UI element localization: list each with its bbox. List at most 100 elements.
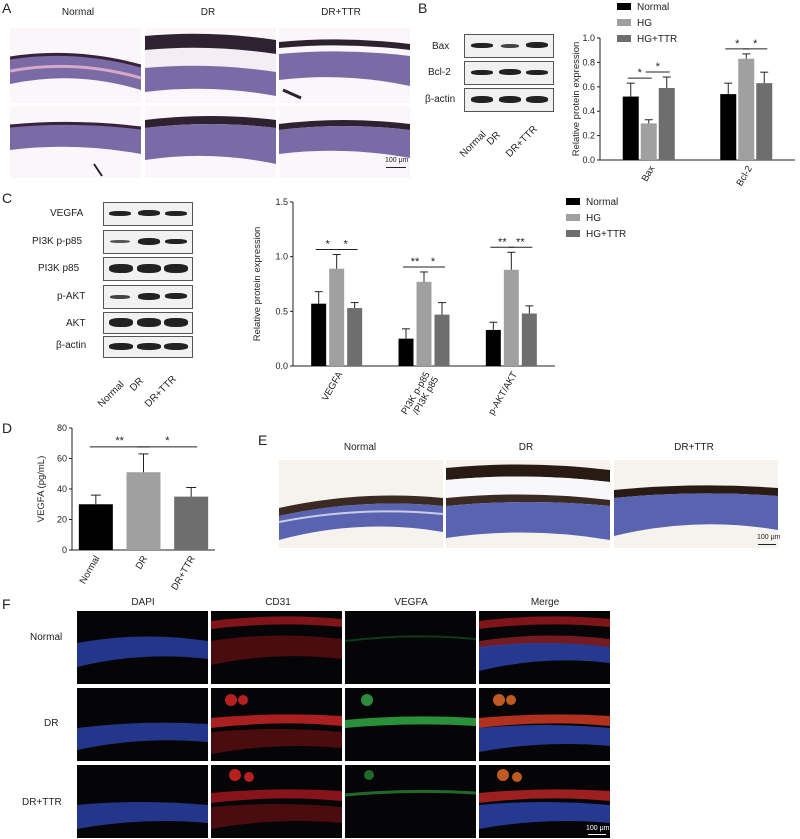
f-col-label-dapi: DAPI [131,597,155,608]
b-bar-0-1 [640,123,657,160]
c-y-tick-label-1: 0.5 [275,306,288,316]
b-blot-actin [464,88,554,112]
b-y-tick-label-4: 0.8 [582,57,595,67]
a-scale-bar-label: 100 μm [385,157,409,164]
f-row-label-dr: DR [44,718,59,729]
e-col-label-dr: DR [518,442,534,453]
c-legend-swatch-0 [566,198,580,205]
if-normal-merge [479,611,610,684]
b-sig-label-1: * [656,61,661,73]
c-blot-label-pp85: PI3K p-p85 [32,236,83,247]
panel-letter-c: C [2,190,13,206]
d-bar-0 [78,504,113,550]
b-y-tick-label-1: 0.2 [582,131,595,141]
if-dr-cd31 [211,688,342,761]
c-y-tick-label-0: 0.0 [275,361,288,371]
b-legend-label-1: HG [637,18,652,29]
d-y-tick-label-3: 60 [57,454,67,464]
c-blot-label-vegfa: VEGFA [50,208,84,219]
if-dr-merge [479,688,610,761]
chart-c: 0.0 0.5 1.0 1.5 Relative protein expression *… [252,197,555,417]
f-scale-bar-label: 100 μm [586,825,610,832]
f-row-label-normal: Normal [30,632,63,643]
if-drttr-dapi [77,765,208,838]
c-blot-vegfa [103,202,193,226]
d-x-label-1: DR [134,554,150,572]
f-row-label-drttr: DR+TTR [22,797,62,808]
if-drttr-cd31 [211,765,342,838]
c-blot-col-dr: DR [128,375,146,394]
b-bar-1-1 [738,58,755,160]
b-blot-col-drttr: DR+TTR [504,123,540,160]
panel-letter-f: F [2,596,11,612]
b-bar-1-0 [720,94,737,160]
c-sig-label-4: ** [498,236,507,248]
b-x-label-0-0: Bax [640,164,658,184]
d-y-tick-label-1: 20 [57,515,67,525]
b-y-tick-label-5: 1.0 [582,33,595,43]
if-normal-cd31 [211,611,342,684]
b-bar-0-2 [658,88,675,160]
c-sig-label-3: * [431,256,436,268]
c-blot-label-pakt: p-AKT [57,291,86,302]
c-x-label-group-0: VEGFA [320,369,346,403]
c-sig-label-5: ** [516,236,525,248]
f-col-label-vegfa: VEGFA [394,597,428,608]
d-y-tick-label-2: 40 [57,484,67,494]
c-legend-label-1: HG [586,213,601,224]
c-y-label: Relative protein expression [252,227,263,342]
d-x-label-group-2: DR+TTR [169,554,197,592]
b-sig-label-2: * [735,38,740,50]
c-bar-2-2 [521,313,537,366]
f-col-label-merge: Merge [530,597,560,608]
c-legend-label-2: HG+TTR [586,229,626,240]
ihc-image-dr [446,460,610,548]
b-legend-swatch-2 [617,35,631,42]
d-x-label-group-1: DR [134,554,150,572]
c-sig-label-1: * [344,238,349,250]
b-blot-label-bcl2: Bcl-2 [428,67,451,78]
c-y-tick-label-2: 1.0 [275,252,288,262]
ihc-image-drttr [614,460,778,548]
c-x-label-group-1: PI3K p-p85/PI3K p85 [399,370,441,417]
b-legend-label-2: HG+TTR [637,34,677,45]
b-blot-bax [464,34,554,58]
e-col-label-drttr: DR+TTR [674,442,714,453]
if-drttr-merge [479,765,610,838]
if-drttr-vegfa [345,765,476,838]
c-legend-swatch-1 [566,214,580,221]
b-blot-label-bax: Bax [432,41,450,52]
if-dr-vegfa [345,688,476,761]
b-legend-swatch-0 [617,3,631,10]
b-blot-label-actin: β-actin [425,94,456,105]
a-col-label-drttr: DR+TTR [321,7,361,18]
f-col-label-cd31: CD31 [265,597,291,608]
e-col-label-normal: Normal [343,442,377,453]
b-y-tick-label-0: 0.0 [582,155,595,165]
d-x-label-0: Normal [78,554,103,586]
d-x-label-2: DR+TTR [169,554,197,592]
he-image-dr-2 [145,106,276,178]
d-x-label-group-0: Normal [78,554,103,586]
c-blot-p85 [103,257,193,281]
he-image-drttr-2 [279,106,410,178]
b-bar-1-2 [756,83,773,160]
if-normal-vegfa [345,611,476,684]
a-col-label-dr: DR [200,7,216,18]
b-blot-col-dr: DR [485,129,503,148]
c-y-tick-label-3: 1.5 [275,197,288,207]
he-image-normal-2 [10,106,141,178]
a-scale-bar [386,167,406,168]
d-sig-label-0: ** [115,435,124,447]
b-x-label-group-0: Bax [640,164,658,184]
b-y-label: Relative protein expression [571,42,582,157]
a-col-label-normal: Normal [61,7,95,18]
c-blot-akt [103,312,193,334]
b-bar-0-0 [622,96,639,160]
d-sig-label-1: * [165,435,170,447]
c-bar-0-2 [347,308,363,366]
c-blot-pp85 [103,230,193,254]
if-normal-dapi [77,611,208,684]
b-x-label-1-0: Bcl-2 [734,164,754,188]
